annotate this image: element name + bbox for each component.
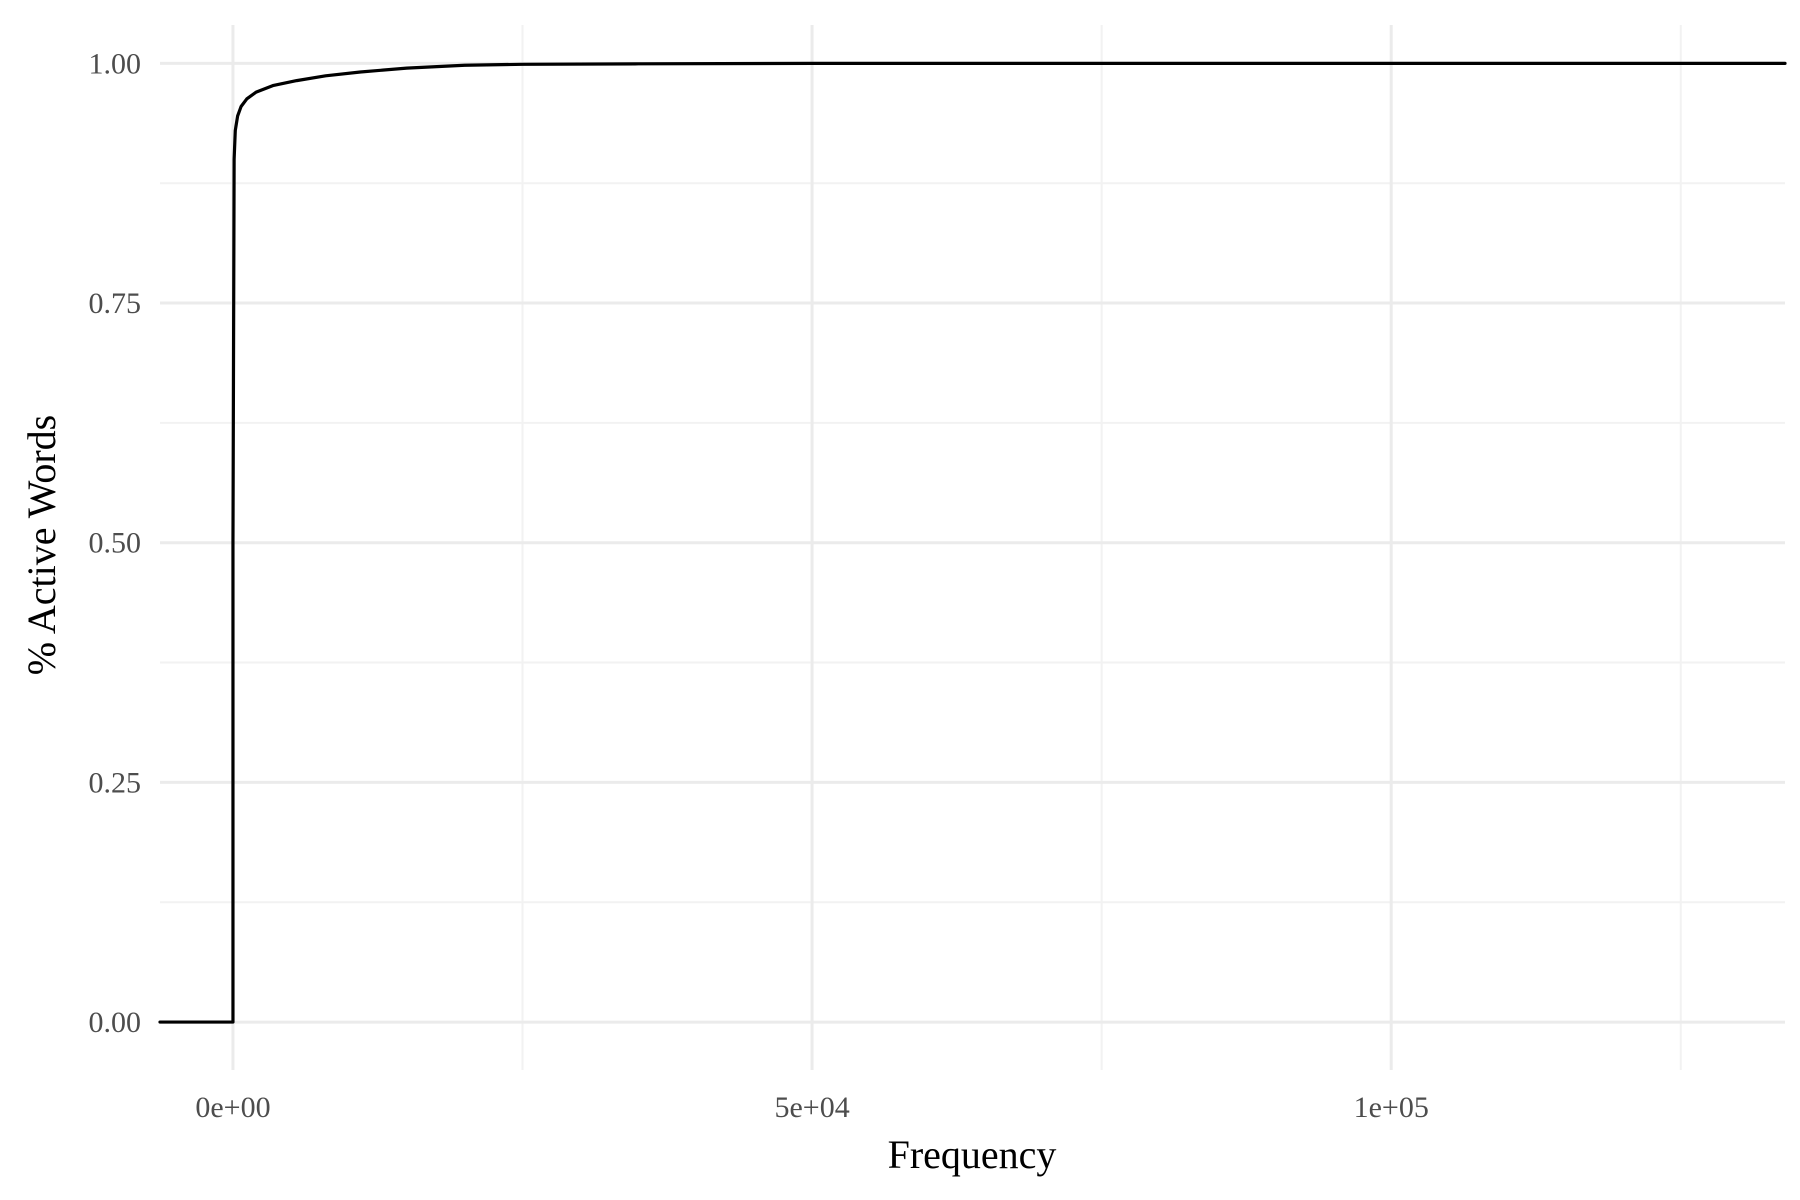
grid-layer xyxy=(160,25,1785,1070)
y-axis-title: % Active Words xyxy=(19,415,64,675)
y-axis-ticks: 0.00 0.25 0.50 0.75 1.00 xyxy=(89,47,142,1039)
y-tick-label: 1.00 xyxy=(89,47,142,80)
x-tick-label: 1e+05 xyxy=(1354,1091,1429,1124)
y-tick-label: 0.75 xyxy=(89,287,142,320)
ecdf-line xyxy=(158,61,1787,1024)
series-layer xyxy=(158,61,1787,1024)
x-axis-ticks: 0e+00 5e+04 1e+05 xyxy=(195,1091,1428,1124)
x-tick-label: 0e+00 xyxy=(195,1091,270,1124)
x-axis-title: Frequency xyxy=(888,1132,1057,1177)
y-tick-label: 0.25 xyxy=(89,766,142,799)
y-tick-label: 0.50 xyxy=(89,527,142,560)
x-tick-label: 5e+04 xyxy=(774,1091,849,1124)
y-tick-label: 0.00 xyxy=(89,1006,142,1039)
